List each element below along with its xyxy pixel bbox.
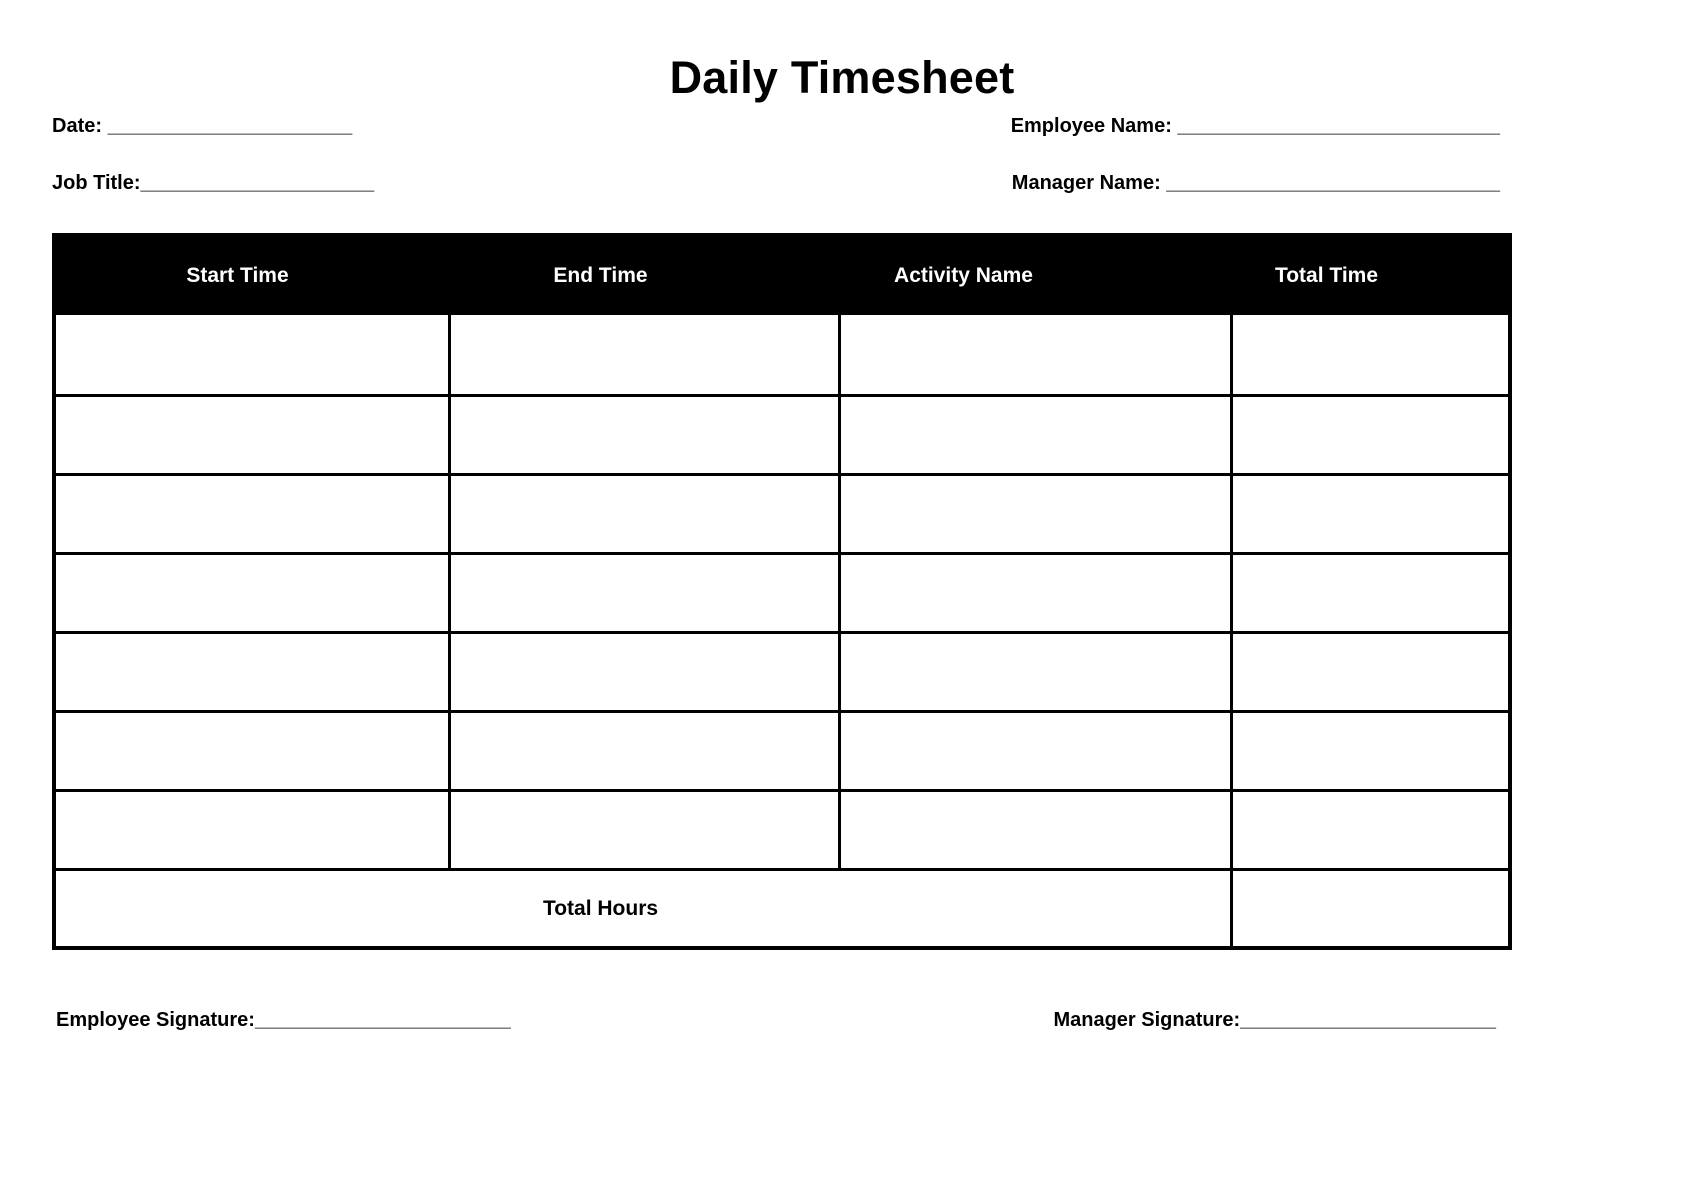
manager-name-label: Manager Name: [1011, 172, 1167, 194]
header-cell-end-time: End Time [553, 264, 648, 287]
cell-r1-c4[interactable] [1233, 318, 1505, 391]
column-divider-start-end [448, 315, 451, 871]
date-label: Date: [52, 115, 108, 137]
employee-name-field: Employee Name: _________________________… [1011, 114, 1500, 139]
table-header-row: Start Time End Time Activity Name Total … [56, 237, 1508, 315]
cell-r4-c4[interactable] [1233, 555, 1505, 628]
job-title-label: Job Title: [52, 172, 141, 194]
manager-name-blank-line[interactable]: ______________________________ [1166, 172, 1500, 194]
header-cell-activity-name: Activity Name [894, 264, 1033, 287]
manager-signature-blank-line[interactable]: _______________________ [1240, 1009, 1496, 1031]
cell-r5-c4[interactable] [1233, 634, 1505, 707]
cell-r4-c2[interactable] [451, 555, 838, 628]
column-divider-end-activity [838, 315, 841, 871]
cell-r7-c2[interactable] [451, 792, 838, 865]
row-divider [56, 868, 1508, 871]
date-field: Date: ______________________ [52, 114, 352, 139]
employee-name-blank-line[interactable]: _____________________________ [1177, 115, 1500, 137]
cell-r2-c2[interactable] [451, 397, 838, 470]
cell-r6-c1[interactable] [56, 713, 448, 786]
row-divider [56, 710, 1508, 713]
row-divider [56, 552, 1508, 555]
row-divider [56, 473, 1508, 476]
cell-r2-c1[interactable] [56, 397, 448, 470]
employee-signature-label: Employee Signature: [56, 1009, 255, 1031]
cell-r2-c3[interactable] [841, 397, 1230, 470]
timesheet-table: Start Time End Time Activity Name Total … [52, 233, 1512, 950]
manager-signature-field: Manager Signature:______________________… [1053, 1008, 1496, 1033]
cell-r6-c3[interactable] [841, 713, 1230, 786]
job-title-field: Job Title:_____________________ [52, 171, 374, 196]
cell-r3-c3[interactable] [841, 476, 1230, 549]
row-divider [56, 631, 1508, 634]
cell-r1-c2[interactable] [451, 318, 838, 391]
column-divider-activity-total [1230, 315, 1233, 946]
cell-r3-c2[interactable] [451, 476, 838, 549]
total-hours-label: Total Hours [542, 896, 659, 920]
total-hours-value-cell[interactable] [1233, 871, 1508, 946]
row-divider [56, 394, 1508, 397]
cell-r1-c3[interactable] [841, 318, 1230, 391]
date-blank-line[interactable]: ______________________ [107, 115, 353, 137]
cell-r3-c4[interactable] [1233, 476, 1505, 549]
cell-r1-c1[interactable] [56, 318, 448, 391]
cell-r7-c3[interactable] [841, 792, 1230, 865]
cell-r3-c1[interactable] [56, 476, 448, 549]
header-cell-start-time: Start Time [186, 264, 289, 287]
manager-signature-label: Manager Signature: [1053, 1009, 1241, 1031]
cell-r4-c3[interactable] [841, 555, 1230, 628]
cell-r6-c4[interactable] [1233, 713, 1505, 786]
cell-r5-c1[interactable] [56, 634, 448, 707]
employee-signature-field: Employee Signature:_____________________… [56, 1008, 511, 1033]
cell-r7-c4[interactable] [1233, 792, 1505, 865]
cell-r6-c2[interactable] [451, 713, 838, 786]
cell-r7-c1[interactable] [56, 792, 448, 865]
cell-r5-c2[interactable] [451, 634, 838, 707]
manager-name-field: Manager Name: __________________________… [1012, 171, 1500, 196]
page-title: Daily Timesheet [669, 52, 1015, 103]
employee-signature-blank-line[interactable]: _______________________ [254, 1009, 511, 1031]
row-divider [56, 789, 1508, 792]
cell-r4-c1[interactable] [56, 555, 448, 628]
header-cell-total-time: Total Time [1274, 264, 1379, 287]
cell-r5-c3[interactable] [841, 634, 1230, 707]
job-title-blank-line[interactable]: _____________________ [140, 172, 375, 194]
employee-name-label: Employee Name: [1010, 115, 1178, 137]
cell-r2-c4[interactable] [1233, 397, 1505, 470]
